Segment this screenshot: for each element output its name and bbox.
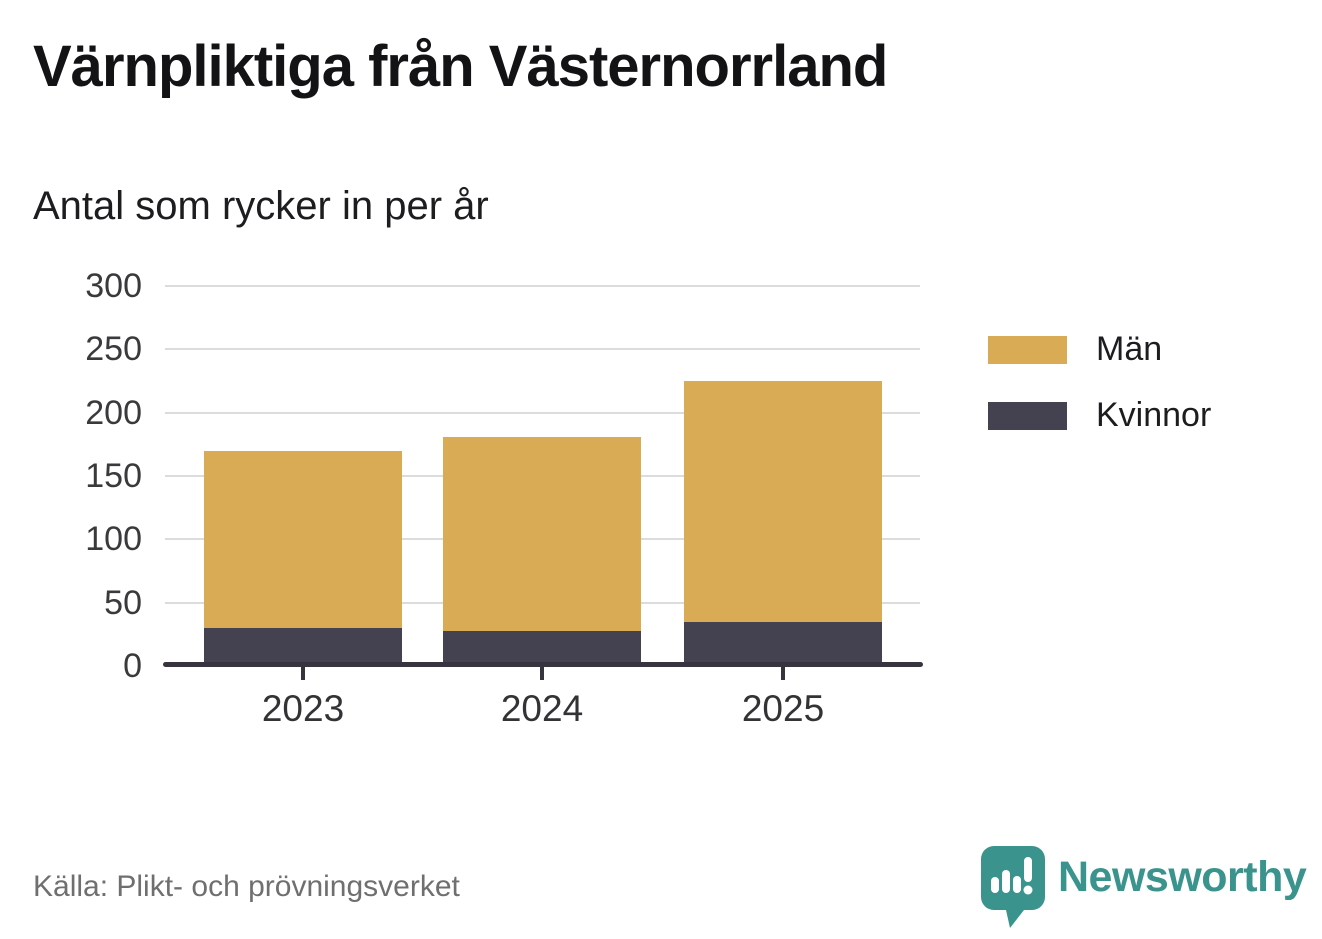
y-tick-label-100: 100 — [85, 520, 142, 559]
chart-legend: Män Kvinnor — [988, 330, 1308, 462]
x-tick-2023 — [301, 667, 305, 680]
y-tick-label-300: 300 — [85, 267, 142, 305]
x-axis-line — [163, 662, 923, 667]
bar-segment-män-2025 — [684, 381, 882, 622]
x-tick-label-2025: 2025 — [741, 688, 825, 729]
brand-lockup: Newsworthy — [980, 845, 1307, 930]
bar-segment-män-2024 — [443, 436, 641, 631]
bar-segment-män-2023 — [204, 450, 402, 628]
gridline-200 — [165, 411, 920, 414]
bar-segment-kvinnor-2023 — [204, 628, 402, 666]
brand-name: Newsworthy — [1058, 853, 1307, 901]
x-tick-2025 — [781, 667, 785, 680]
x-tick-label-2024: 2024 — [500, 688, 584, 729]
bar-segment-kvinnor-2025 — [684, 621, 882, 666]
chart-subtitle: Antal som rycker in per år — [33, 184, 489, 228]
x-tick-label-2023: 2023 — [261, 688, 345, 729]
y-tick-label-50: 50 — [104, 583, 142, 622]
y-tick-label-250: 250 — [85, 330, 142, 369]
gridline-300 — [165, 285, 920, 287]
speech-bubble-bar-chart-icon — [981, 846, 1045, 928]
legend-label-kvinnor: Kvinnor — [1096, 396, 1212, 434]
legend-swatch-kvinnor — [988, 401, 1067, 430]
y-tick-label-0: 0 — [123, 647, 142, 685]
gridline-250 — [165, 348, 920, 351]
legend-label-man: Män — [1096, 330, 1163, 368]
legend-item-kvinnor: Kvinnor — [988, 396, 1308, 435]
bar-segment-kvinnor-2024 — [443, 630, 641, 666]
chart-title: Värnpliktiga från Västernorrland — [33, 34, 888, 99]
source-note: Källa: Plikt- och prövningsverket — [33, 870, 460, 903]
x-tick-2024 — [540, 667, 544, 680]
legend-swatch-man — [988, 335, 1067, 364]
y-tick-label-150: 150 — [85, 457, 142, 495]
y-tick-label-200: 200 — [85, 393, 142, 432]
legend-item-man: Män — [988, 330, 1308, 369]
plot-area — [165, 285, 920, 666]
